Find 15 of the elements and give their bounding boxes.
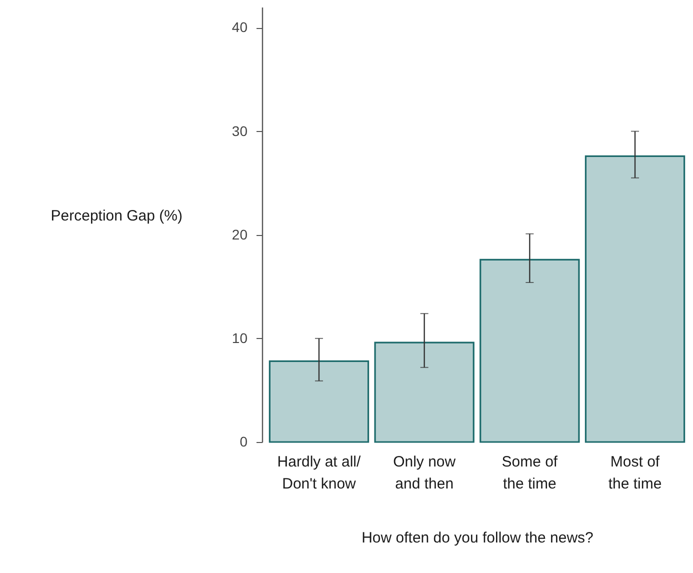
bar (480, 258, 580, 443)
y-tick-label: 30 (232, 122, 248, 139)
x-tick-label: Most of the time (608, 454, 662, 492)
y-tick-label: 40 (232, 19, 248, 36)
x-tick-label: Some of the time (502, 454, 558, 492)
y-tick-label: 0 (240, 434, 248, 450)
y-tick-label: 10 (232, 330, 248, 346)
y-axis-title: Perception Gap (%) (50, 208, 182, 224)
bar (584, 155, 686, 443)
x-axis-title: How often do you follow the news? (362, 530, 594, 546)
x-tick-label: Hardly at all/ Don't know (277, 454, 362, 492)
bar (268, 360, 370, 443)
bar (374, 342, 474, 443)
y-tick-label: 20 (232, 226, 248, 242)
x-tick-label: Only now and then (393, 454, 456, 492)
